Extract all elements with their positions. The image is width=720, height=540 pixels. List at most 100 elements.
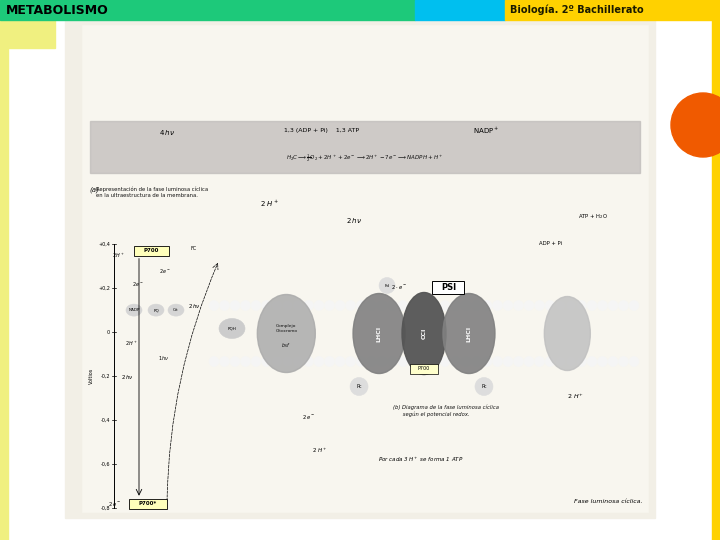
Text: Pc: Pc: [481, 384, 487, 389]
Circle shape: [230, 356, 240, 367]
Circle shape: [440, 356, 450, 367]
Ellipse shape: [219, 319, 245, 339]
Circle shape: [314, 356, 324, 367]
Text: (b) Diagrama de la fase luminosa cíclica
      según el potencial redox.: (b) Diagrama de la fase luminosa cíclica…: [393, 405, 499, 417]
Bar: [505, 0, 720, 20]
Text: -0,6: -0,6: [101, 462, 110, 467]
Text: $2\,h\nu$: $2\,h\nu$: [346, 216, 361, 225]
Circle shape: [608, 300, 618, 310]
Circle shape: [251, 300, 261, 310]
Text: NADP: NADP: [128, 308, 140, 312]
Circle shape: [350, 377, 368, 395]
Text: METABOLISMO: METABOLISMO: [6, 3, 109, 17]
Circle shape: [304, 356, 313, 367]
Text: $2\,e^-$: $2\,e^-$: [159, 267, 171, 274]
Circle shape: [220, 356, 230, 367]
Text: PQ: PQ: [153, 308, 159, 312]
Text: -0,8: -0,8: [101, 505, 110, 510]
Circle shape: [534, 356, 544, 367]
Circle shape: [387, 356, 397, 367]
Circle shape: [314, 300, 324, 310]
Bar: [90, 121, 640, 173]
Circle shape: [451, 300, 461, 310]
Circle shape: [398, 300, 408, 310]
Circle shape: [282, 300, 292, 310]
Circle shape: [335, 356, 345, 367]
Circle shape: [387, 300, 397, 310]
Text: $2\,H^+$: $2\,H^+$: [125, 339, 138, 348]
Bar: [65, 18, 655, 518]
Circle shape: [209, 356, 219, 367]
Circle shape: [346, 356, 356, 367]
Circle shape: [440, 300, 450, 310]
Circle shape: [513, 356, 523, 367]
Circle shape: [461, 300, 471, 310]
Circle shape: [475, 377, 493, 395]
Circle shape: [524, 300, 534, 310]
Text: $H_2C \longrightarrow \frac{1}{2}O_2 + 2H^+ + 2e^-$$\longrightarrow 2H^+ - 7e^- : $H_2C \longrightarrow \frac{1}{2}O_2 + 2…: [287, 153, 444, 164]
Circle shape: [587, 300, 597, 310]
Circle shape: [209, 300, 219, 310]
Text: ADP + Pi: ADP + Pi: [539, 241, 562, 246]
Circle shape: [587, 356, 597, 367]
Circle shape: [482, 356, 492, 367]
Text: $2\,e^-$: $2\,e^-$: [132, 280, 144, 288]
Text: FC: FC: [191, 246, 197, 251]
Text: $2\,H^+$: $2\,H^+$: [112, 251, 125, 260]
Bar: [712, 0, 720, 540]
Circle shape: [261, 300, 271, 310]
Circle shape: [408, 356, 418, 367]
Circle shape: [556, 356, 565, 367]
Circle shape: [461, 356, 471, 367]
Circle shape: [430, 356, 439, 367]
Text: +0,4: +0,4: [98, 241, 110, 247]
Circle shape: [366, 300, 377, 310]
Bar: [82, 25, 648, 512]
Text: LHCI: LHCI: [377, 326, 382, 342]
Text: Pc: Pc: [356, 384, 362, 389]
Circle shape: [335, 300, 345, 310]
Text: P700: P700: [144, 248, 159, 253]
Circle shape: [492, 300, 503, 310]
Circle shape: [513, 300, 523, 310]
Circle shape: [220, 300, 230, 310]
Text: PQH: PQH: [228, 327, 236, 330]
Bar: [0, 0, 8, 540]
Circle shape: [356, 300, 366, 310]
Text: Complejo
Citocromo: Complejo Citocromo: [275, 324, 297, 333]
Circle shape: [304, 300, 313, 310]
Text: Voltios: Voltios: [89, 368, 94, 384]
Circle shape: [577, 300, 587, 310]
Text: $2\cdot e^-$: $2\cdot e^-$: [391, 283, 407, 291]
Text: $2\ H^+$: $2\ H^+$: [567, 393, 585, 401]
Bar: [134, 246, 169, 256]
Circle shape: [377, 300, 387, 310]
Circle shape: [240, 356, 251, 367]
Circle shape: [366, 356, 377, 367]
Ellipse shape: [148, 304, 164, 316]
Text: LHCI: LHCI: [467, 326, 472, 342]
Text: $2\,h\nu$: $2\,h\nu$: [188, 302, 200, 310]
Circle shape: [598, 356, 608, 367]
Bar: [433, 280, 464, 294]
Text: $2\,h\nu$: $2\,h\nu$: [121, 373, 134, 381]
Text: Fase luminosa cíclica.: Fase luminosa cíclica.: [575, 499, 643, 504]
Text: -0,4: -0,4: [101, 417, 110, 422]
Circle shape: [545, 300, 555, 310]
Ellipse shape: [126, 304, 142, 316]
Text: Cit: Cit: [174, 308, 179, 312]
Circle shape: [379, 278, 395, 294]
Circle shape: [346, 300, 356, 310]
Circle shape: [282, 356, 292, 367]
Circle shape: [293, 300, 303, 310]
Text: $2\ H^+$: $2\ H^+$: [260, 199, 279, 209]
Bar: [410, 363, 438, 374]
Circle shape: [545, 356, 555, 367]
Circle shape: [503, 356, 513, 367]
Circle shape: [325, 300, 335, 310]
Circle shape: [671, 93, 720, 157]
Circle shape: [524, 356, 534, 367]
Circle shape: [618, 300, 629, 310]
Text: -0,2: -0,2: [101, 374, 110, 379]
Text: P700: P700: [418, 366, 430, 371]
